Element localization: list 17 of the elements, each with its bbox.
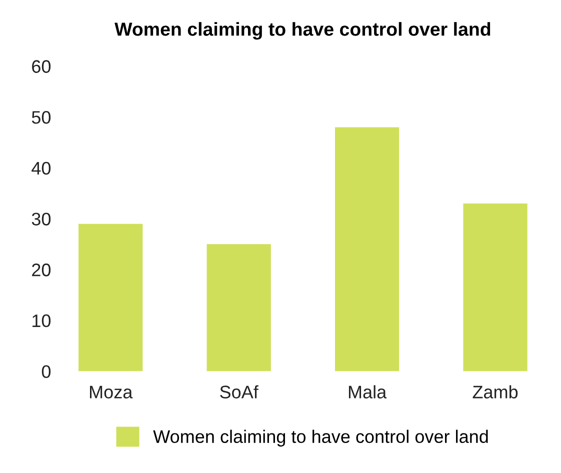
y-tick-label: 20 (32, 264, 51, 276)
bar (463, 204, 528, 372)
bar (78, 224, 143, 372)
y-tick-label: 10 (32, 314, 51, 328)
x-tick-label: Moza (90, 386, 133, 398)
y-tick-label: 40 (32, 162, 51, 175)
chart-title: Women claiming to have control over land (114, 22, 490, 40)
y-tick-label: 0 (42, 365, 51, 378)
bar (206, 244, 271, 372)
y-tick-label: 30 (32, 212, 51, 226)
legend-label: Women claiming to have control over land (153, 430, 488, 447)
x-tick-label: Zamb (472, 385, 518, 398)
x-tick-label: SoAf (220, 385, 258, 398)
x-tick-label: Mala (348, 385, 387, 398)
y-tick-label: 60 (32, 60, 51, 73)
y-tick-label: 50 (32, 111, 51, 124)
bar (334, 127, 400, 372)
